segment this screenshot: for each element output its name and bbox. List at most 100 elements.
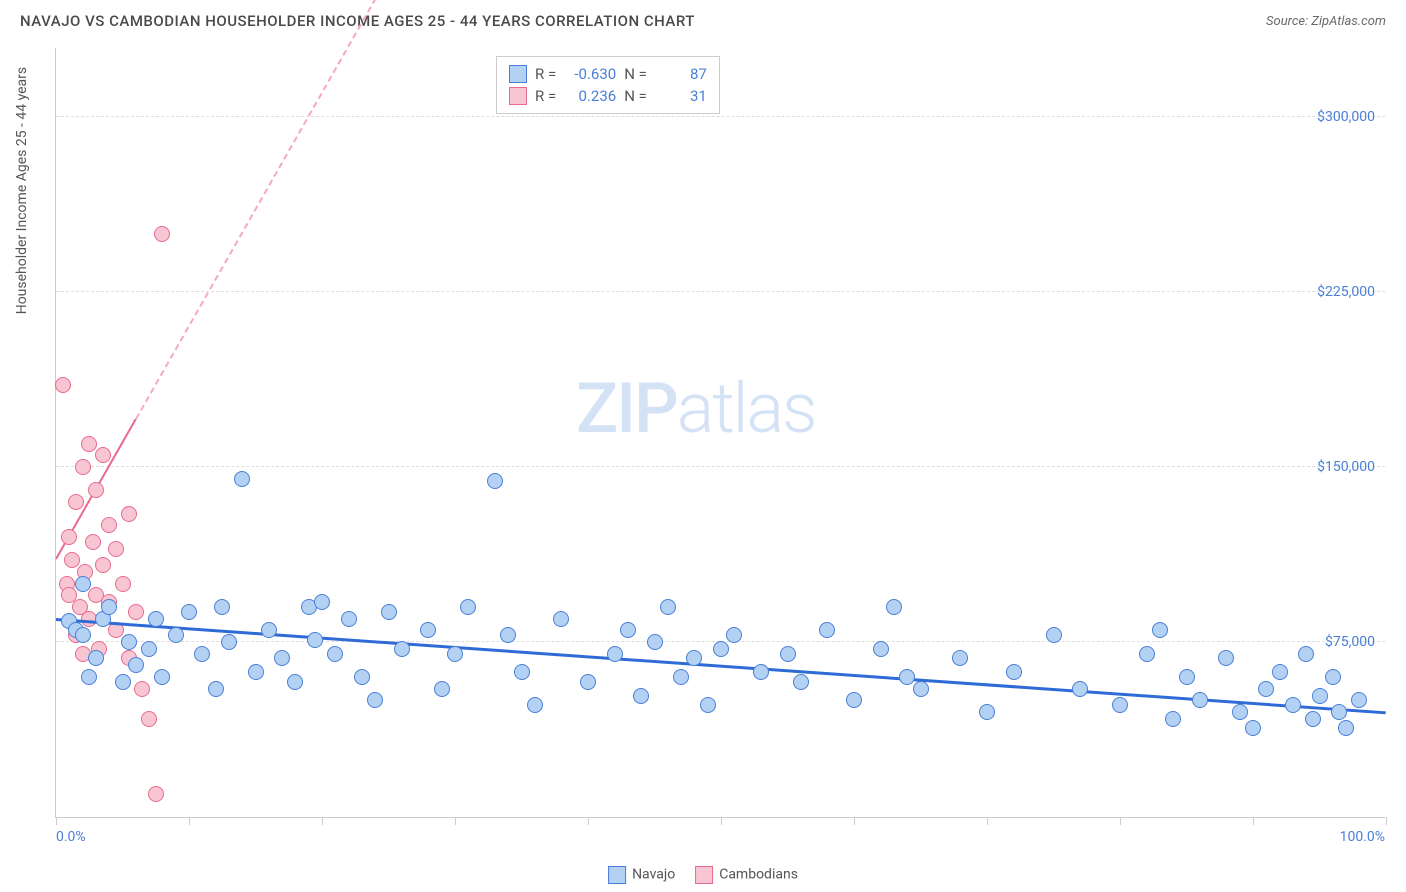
data-point <box>168 627 184 643</box>
x-tick <box>56 817 57 825</box>
r-value: 0.236 <box>564 87 616 105</box>
x-tick <box>189 817 190 825</box>
data-point <box>115 674 131 690</box>
data-point <box>434 681 450 697</box>
x-tick <box>322 817 323 825</box>
x-tick <box>588 817 589 825</box>
trend-line <box>135 0 416 420</box>
data-point <box>367 692 383 708</box>
data-point <box>899 669 915 685</box>
data-point <box>81 436 97 452</box>
data-point <box>95 447 111 463</box>
data-point <box>327 646 343 662</box>
data-point <box>1232 704 1248 720</box>
data-point <box>713 641 729 657</box>
data-point <box>1139 646 1155 662</box>
x-tick <box>1386 817 1387 825</box>
data-point <box>75 627 91 643</box>
x-tick <box>987 817 988 825</box>
data-point <box>261 622 277 638</box>
data-point <box>753 664 769 680</box>
y-axis-label: Householder Income Ages 25 - 44 years <box>14 67 30 314</box>
data-point <box>381 604 397 620</box>
cambodians-swatch-icon <box>695 866 713 884</box>
x-tick <box>1253 817 1254 825</box>
y-tick-label: $75,000 <box>1325 634 1375 650</box>
data-point <box>141 641 157 657</box>
data-point <box>274 650 290 666</box>
data-point <box>95 557 111 573</box>
data-point <box>979 704 995 720</box>
data-point <box>64 552 80 568</box>
data-point <box>913 681 929 697</box>
gridline <box>56 291 1385 292</box>
y-tick-label: $225,000 <box>1317 284 1375 300</box>
data-point <box>101 517 117 533</box>
data-point <box>141 711 157 727</box>
stats-row: R =0.236 N =31 <box>509 85 707 107</box>
stats-swatch-icon <box>509 65 527 83</box>
data-point <box>307 632 323 648</box>
scatter-chart: ZIPatlas $75,000$150,000$225,000$300,000… <box>55 48 1385 818</box>
data-point <box>194 646 210 662</box>
data-point <box>527 697 543 713</box>
y-tick-label: $300,000 <box>1317 109 1375 125</box>
data-point <box>846 692 862 708</box>
data-point <box>873 641 889 657</box>
data-point <box>287 674 303 690</box>
x-tick <box>455 817 456 825</box>
gridline <box>56 116 1385 117</box>
data-point <box>214 599 230 615</box>
data-point <box>81 669 97 685</box>
data-point <box>148 611 164 627</box>
data-point <box>1351 692 1367 708</box>
data-point <box>128 604 144 620</box>
data-point <box>726 627 742 643</box>
data-point <box>1331 704 1347 720</box>
data-point <box>115 576 131 592</box>
data-point <box>75 459 91 475</box>
data-point <box>647 634 663 650</box>
data-point <box>85 534 101 550</box>
r-value: -0.630 <box>564 65 616 83</box>
data-point <box>793 674 809 690</box>
x-min-label: 0.0% <box>56 829 86 845</box>
data-point <box>1152 622 1168 638</box>
data-point <box>514 664 530 680</box>
data-point <box>234 471 250 487</box>
data-point <box>181 604 197 620</box>
x-max-label: 100.0% <box>1340 829 1385 845</box>
data-point <box>447 646 463 662</box>
data-point <box>1325 669 1341 685</box>
x-tick <box>1120 817 1121 825</box>
data-point <box>1312 688 1328 704</box>
data-point <box>1338 720 1354 736</box>
data-point <box>819 622 835 638</box>
data-point <box>1305 711 1321 727</box>
x-tick <box>721 817 722 825</box>
data-point <box>68 494 84 510</box>
data-point <box>128 657 144 673</box>
data-point <box>121 634 137 650</box>
data-point <box>1072 681 1088 697</box>
data-point <box>134 681 150 697</box>
legend-item-navajo: Navajo <box>608 866 675 884</box>
data-point <box>580 674 596 690</box>
data-point <box>61 529 77 545</box>
data-point <box>607 646 623 662</box>
watermark: ZIPatlas <box>576 368 816 450</box>
data-point <box>1006 664 1022 680</box>
data-point <box>341 611 357 627</box>
data-point <box>460 599 476 615</box>
data-point <box>154 669 170 685</box>
data-point <box>673 669 689 685</box>
data-point <box>75 576 91 592</box>
data-point <box>1245 720 1261 736</box>
legend-item-cambodians: Cambodians <box>695 866 798 884</box>
stats-swatch-icon <box>509 87 527 105</box>
data-point <box>1192 692 1208 708</box>
data-point <box>88 650 104 666</box>
stats-box: R =-0.630 N =87R =0.236 N =31 <box>496 56 720 114</box>
data-point <box>154 226 170 242</box>
data-point <box>620 622 636 638</box>
